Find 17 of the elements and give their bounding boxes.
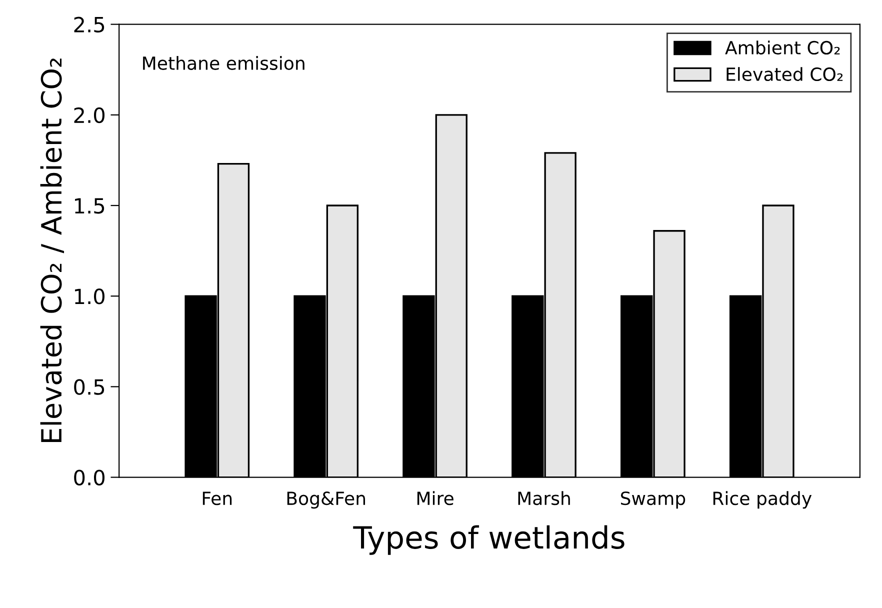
x-tick-label: Bog&Fen <box>287 491 366 509</box>
y-tick-label: 0.0 <box>74 470 104 486</box>
y-tick-label: 2.0 <box>74 107 104 124</box>
legend-label: Elevated CO₂ <box>726 67 843 82</box>
y-tick-label: 1.5 <box>75 198 104 214</box>
y-tick-label: 1.0 <box>75 288 104 304</box>
y-axis-title: Elevated CO₂ / Ambient CO₂ <box>40 58 64 442</box>
x-tick-label: Rice paddy <box>713 491 812 509</box>
y-tick-label: 2.5 <box>74 16 104 33</box>
x-tick-label: Fen <box>202 492 232 506</box>
x-tick-label: Marsh <box>518 491 570 506</box>
annotation: Methane emission <box>143 56 304 70</box>
y-tick-label: 0.5 <box>74 379 104 395</box>
x-axis-title: Types of wetlands <box>353 525 624 555</box>
legend-label: Ambient CO₂ <box>725 40 840 55</box>
x-tick-label: Swamp <box>620 491 686 509</box>
x-tick-label: Mire <box>417 491 454 506</box>
